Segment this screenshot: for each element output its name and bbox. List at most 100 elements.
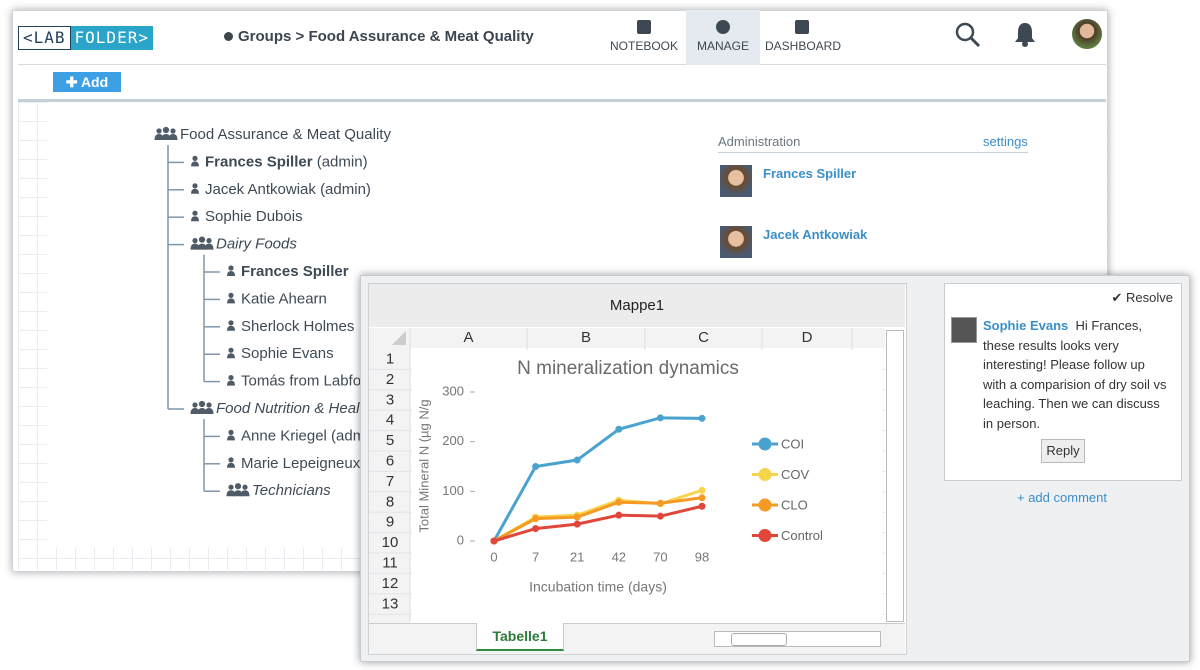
person-icon: [227, 298, 235, 304]
person-icon: [228, 292, 234, 298]
scroll-thumb[interactable]: [731, 633, 787, 646]
person-icon: [227, 435, 235, 441]
member-label[interactable]: Sherlock Holmes: [241, 318, 354, 335]
member-label[interactable]: Marie Lepeigneux: [241, 455, 361, 472]
person-icon: [228, 265, 234, 271]
person-icon: [227, 325, 235, 331]
logo-left: <LAB: [18, 26, 71, 50]
member-label[interactable]: Katie Ahearn: [241, 290, 327, 307]
person-icon: [228, 375, 234, 381]
group-label[interactable]: Technicians: [252, 482, 331, 499]
member-label[interactable]: Sophie Evans: [241, 345, 334, 362]
member-note: (admin): [317, 153, 368, 170]
group-tree: Food Assurance & Meat Quality Frances Spi…: [154, 126, 391, 499]
group-label[interactable]: Dairy Foods: [216, 236, 297, 253]
nav-item[interactable]: DASHBOARD: [765, 10, 842, 65]
group-icon: [240, 490, 250, 497]
person-icon: [191, 188, 199, 194]
nav-label: NOTEBOOK: [609, 39, 678, 53]
admin-avatar: [720, 165, 752, 197]
nav-icon: [795, 20, 809, 34]
nav-item[interactable]: MANAGE: [686, 10, 760, 65]
nav-icon: [716, 20, 730, 34]
nav-item[interactable]: NOTEBOOK: [607, 10, 681, 65]
member-label[interactable]: Frances Spiller (admin): [205, 153, 368, 170]
sheet-tab[interactable]: Tabelle1: [476, 623, 564, 651]
person-icon: [192, 155, 198, 161]
group-icon: [168, 134, 178, 140]
group-icon: [206, 402, 212, 408]
logo-right: FOLDER>: [70, 26, 153, 50]
v-scrollbar[interactable]: [886, 330, 904, 622]
person-icon: [192, 210, 198, 216]
globe-icon: [224, 32, 233, 41]
admin-title: Administration: [718, 134, 801, 149]
spreadsheet-title: Mappe1: [369, 284, 905, 327]
comment-author[interactable]: Sophie Evans: [983, 318, 1069, 333]
group-icon: [204, 243, 214, 250]
h-scrollbar[interactable]: [714, 631, 881, 647]
person-icon: [191, 161, 199, 167]
search-icon[interactable]: [952, 20, 982, 50]
person-icon: [227, 380, 235, 386]
group-icon: [156, 128, 162, 134]
admin-name[interactable]: Jacek Antkowiak: [763, 227, 868, 242]
breadcrumb: Groups > Food Assurance & Meat Quality: [224, 28, 534, 45]
group-icon: [206, 238, 212, 244]
group-icon: [192, 238, 198, 244]
group-icon: [197, 243, 207, 250]
member-label[interactable]: Tomás from Labfolder: [241, 373, 386, 390]
group-icon: [190, 408, 200, 414]
group-icon: [161, 134, 171, 140]
group-icon: [204, 408, 214, 414]
comment-body: Sophie Evans Hi Frances, these results l…: [983, 316, 1169, 433]
comment-box: ✔ Resolve Sophie Evans Hi Frances, these…: [944, 283, 1182, 481]
spreadsheet: [368, 283, 907, 655]
add-button[interactable]: ✚ Add: [53, 72, 121, 92]
group-icon: [198, 400, 206, 408]
logo[interactable]: <LAB FOLDER>: [18, 26, 153, 50]
resolve-label: Resolve: [1126, 290, 1173, 305]
breadcrumb-link[interactable]: Groups: [238, 28, 292, 45]
admin-avatar: [720, 226, 752, 258]
resolve-button[interactable]: ✔ Resolve: [1111, 290, 1173, 305]
group-icon: [233, 490, 243, 497]
person-icon: [191, 216, 199, 222]
bell-icon[interactable]: [1012, 20, 1038, 48]
member-label[interactable]: Anne Kriegel (admin): [241, 427, 382, 444]
member-label[interactable]: Jacek Antkowiak (admin): [205, 181, 371, 198]
person-icon: [228, 429, 234, 435]
comment-text: Hi Frances, these results looks very int…: [983, 318, 1167, 431]
group-icon: [198, 236, 206, 243]
person-icon: [227, 271, 235, 276]
person-icon: [228, 320, 234, 326]
group-icon: [192, 402, 198, 408]
add-comment-link[interactable]: + add comment: [1017, 490, 1107, 505]
group-icon: [234, 483, 242, 490]
member-note: (admin): [320, 181, 371, 198]
person-icon: [227, 462, 235, 468]
group-label[interactable]: Food Assurance & Meat Quality: [180, 126, 391, 143]
person-icon: [228, 457, 234, 463]
person-icon: [227, 353, 235, 359]
person-icon: [228, 347, 234, 353]
group-label[interactable]: Food Nutrition & Health: [216, 400, 372, 417]
user-avatar[interactable]: [1072, 19, 1102, 49]
add-label: Add: [80, 74, 109, 90]
settings-link[interactable]: settings: [983, 134, 1028, 149]
member-label[interactable]: Sophie Dubois: [205, 208, 303, 225]
member-label[interactable]: Frances Spiller: [241, 263, 349, 280]
nav-icon: [637, 20, 651, 34]
separator: >: [295, 28, 305, 45]
nav-label: MANAGE: [696, 39, 749, 53]
group-icon: [228, 484, 234, 490]
group-icon: [154, 134, 164, 140]
group-icon: [242, 484, 248, 490]
nav-label: DASHBOARD: [765, 39, 842, 53]
reply-button[interactable]: Reply: [1041, 439, 1085, 463]
admin-name[interactable]: Frances Spiller: [763, 166, 857, 181]
divider: [718, 152, 1028, 153]
person-icon: [192, 183, 198, 189]
group-icon: [162, 126, 170, 134]
